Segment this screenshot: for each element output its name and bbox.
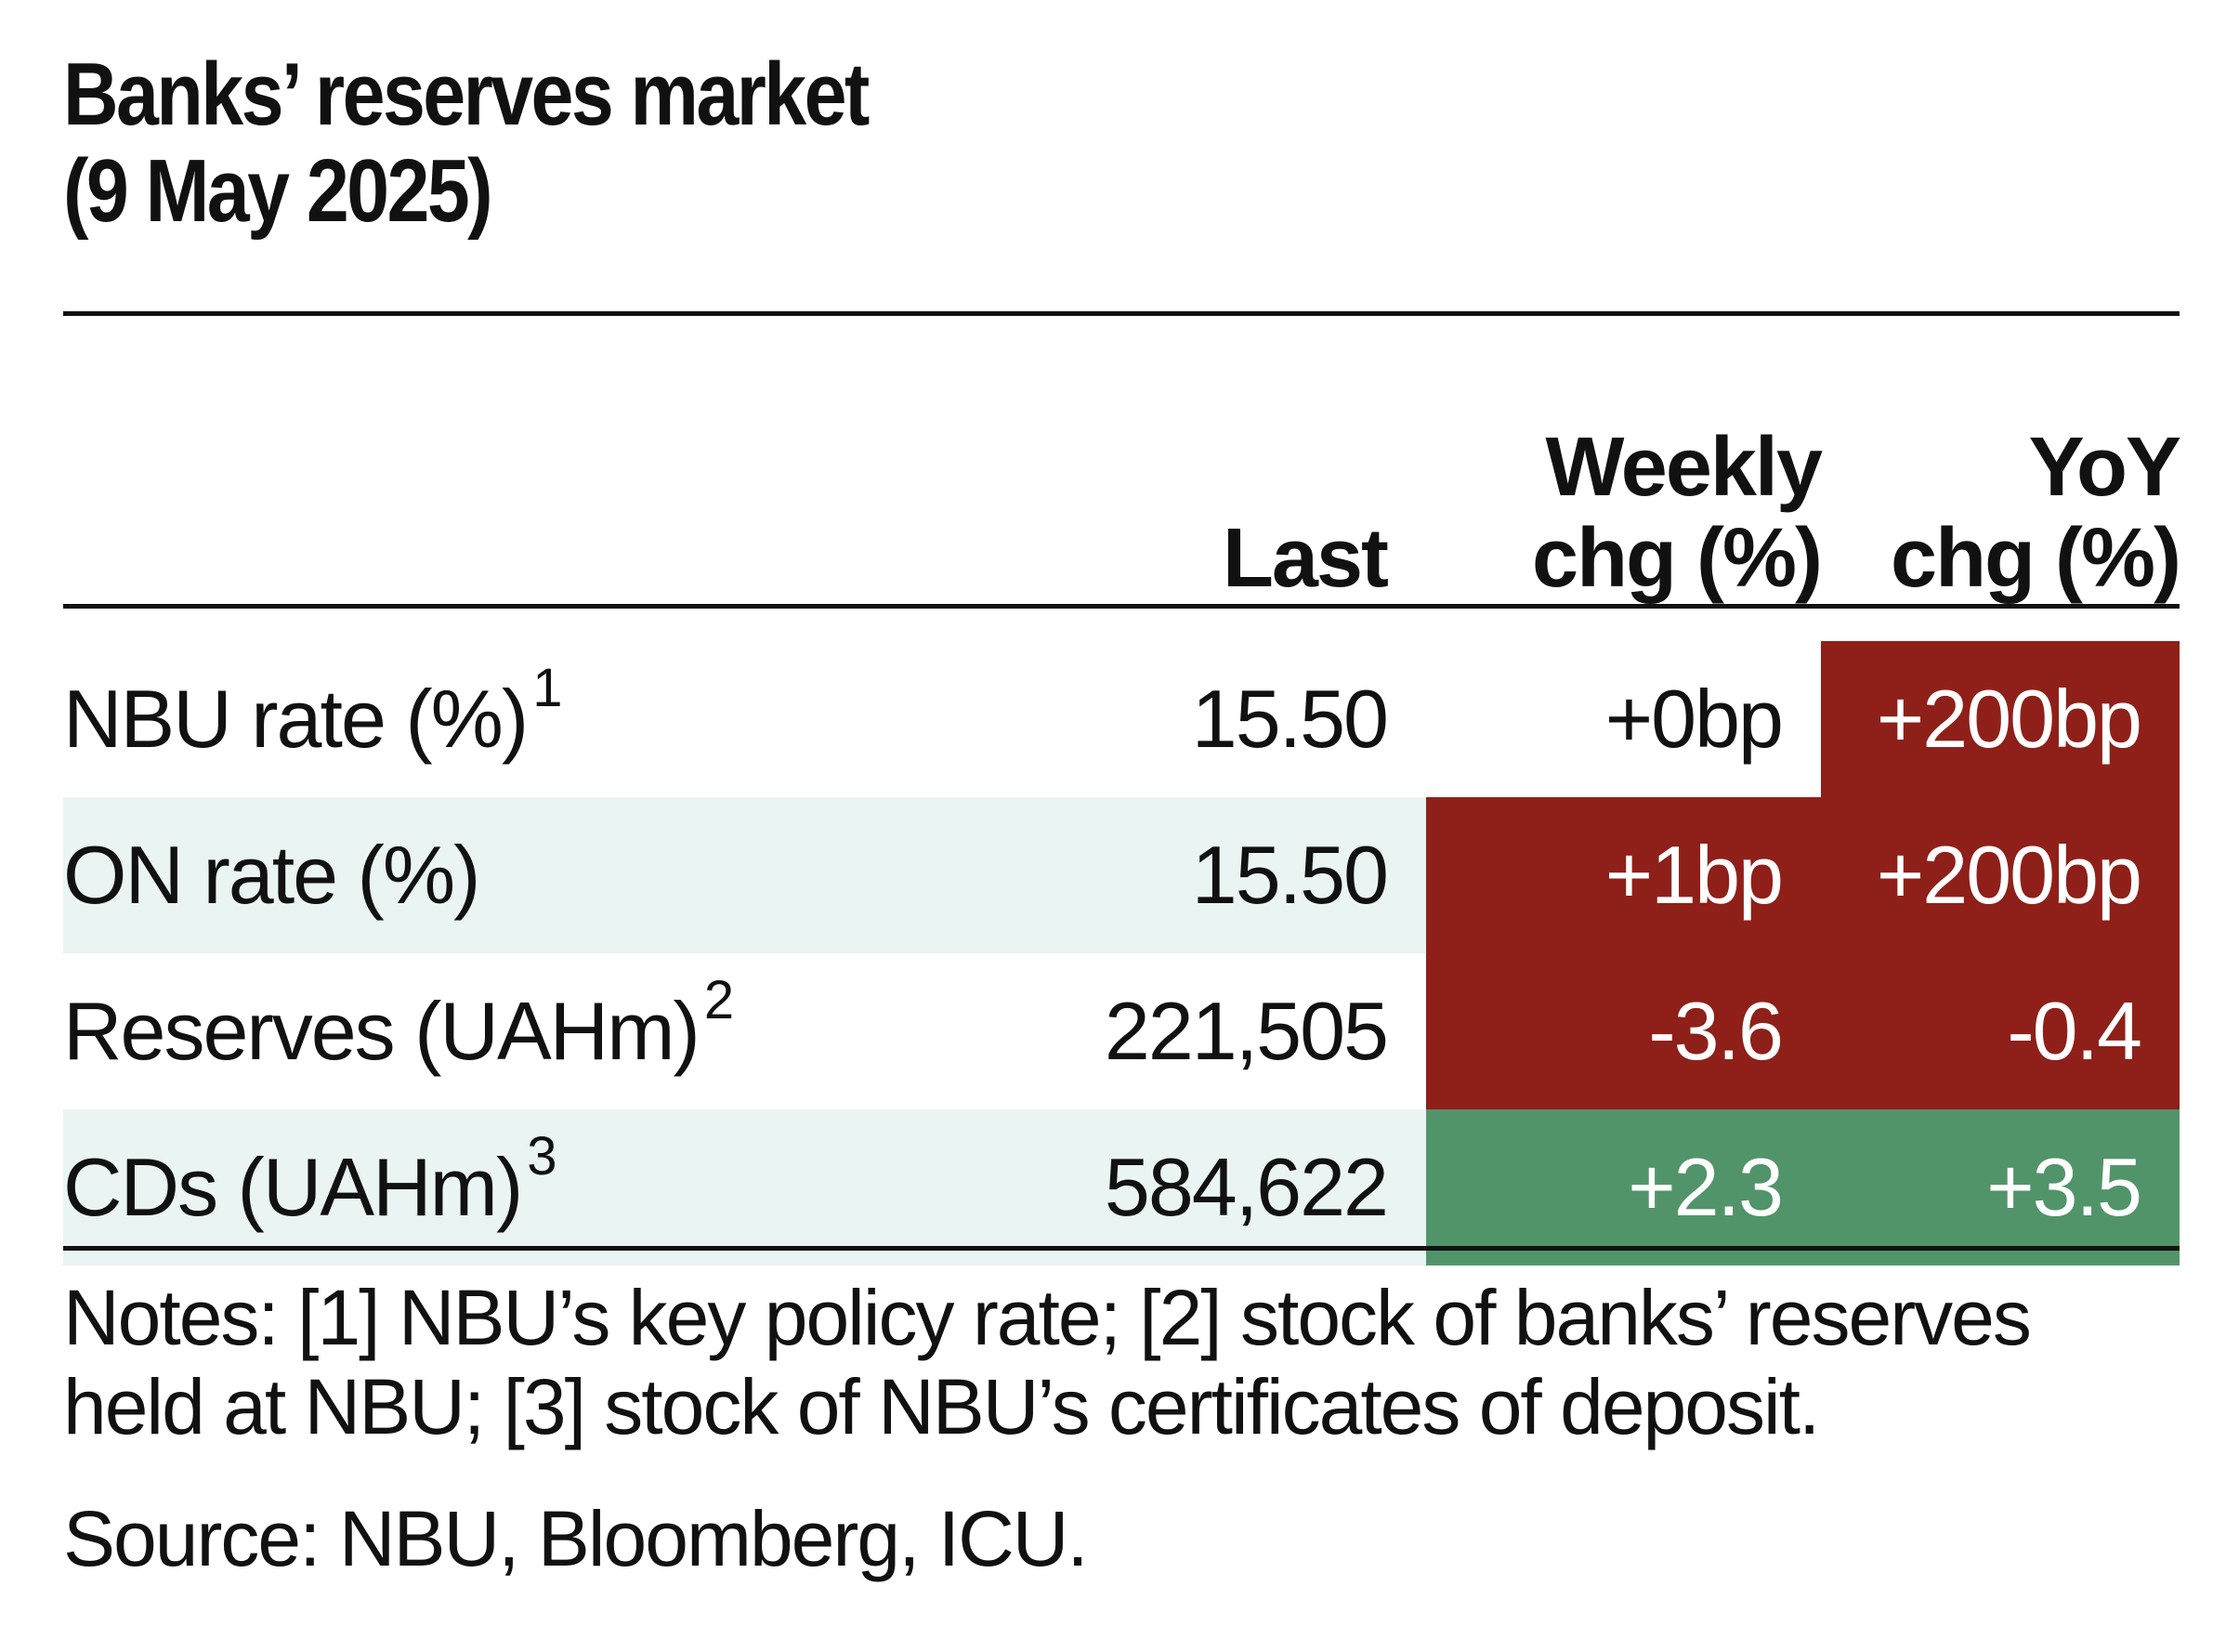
- header-weekly-change: Weekly chg (%): [1532, 421, 1823, 605]
- row-label-text: CDs (UAHm): [63, 1141, 523, 1233]
- title-line-1: Banks’ reserves market: [63, 45, 870, 144]
- yoy-change-value: +200bp: [1821, 641, 2180, 797]
- header-last: Last: [1222, 512, 1389, 605]
- yoy-change-value: +200bp: [1821, 797, 2180, 953]
- weekly-change-value: +2.3: [1426, 1109, 1821, 1265]
- header-label: [63, 316, 1029, 641]
- weekly-change-value: +1bp: [1426, 797, 1821, 953]
- yoy-change-value: +3.5: [1821, 1109, 2180, 1265]
- page-title: Banks’ reserves market (9 May 2025): [63, 46, 1883, 240]
- header-yoy-change: YoY chg (%): [1891, 421, 2181, 605]
- last-value: 15.50: [1029, 797, 1426, 953]
- title-date: (9 May 2025): [63, 141, 493, 241]
- footnote-marker: 1: [532, 657, 562, 718]
- last-value: 221,505: [1104, 985, 1389, 1077]
- bottom-divider: [63, 1246, 2180, 1251]
- table-row-on-rate: ON rate (%) 15.50 +1bp +200bp: [63, 797, 2180, 953]
- yoy-change-value: -0.4: [1821, 953, 2180, 1109]
- row-label: NBU rate (%) 1: [63, 641, 1029, 797]
- row-label-text: Reserves (UAHm): [63, 985, 701, 1077]
- last-value: 15.50: [1191, 673, 1389, 765]
- top-divider: [63, 311, 2180, 316]
- row-label-text: NBU rate (%): [63, 673, 529, 765]
- row-label: ON rate (%): [63, 797, 1029, 953]
- footnote-marker: 3: [527, 1125, 556, 1187]
- last-value: 584,622: [1029, 1109, 1426, 1265]
- row-label: Reserves (UAHm) 2: [63, 953, 1029, 1109]
- row-label-text: ON rate (%): [63, 829, 480, 921]
- table-header-row: Last Weekly chg (%) YoY chg (%): [63, 316, 2181, 641]
- weekly-change-value: +0bp: [1604, 673, 1784, 765]
- footnotes: Notes: [1] NBU’s key policy rate; [2] st…: [63, 1274, 2032, 1450]
- source-line: Source: NBU, Bloomberg, ICU.: [63, 1495, 1089, 1582]
- reserves-table: Last Weekly chg (%) YoY chg (%) NBU rate…: [63, 316, 2181, 1265]
- table-row-reserves: Reserves (UAHm) 2 221,505 -3.6 -0.4: [63, 953, 2180, 1109]
- reserves-market-table-card: Banks’ reserves market (9 May 2025) Last…: [63, 46, 2181, 1582]
- row-label: CDs (UAHm) 3: [63, 1109, 1029, 1265]
- footnote-marker: 2: [703, 969, 734, 1030]
- table-row-cds: CDs (UAHm) 3 584,622 +2.3 +3.5: [63, 1109, 2180, 1265]
- header-divider: [63, 604, 2180, 609]
- table-row-nbu-rate: NBU rate (%) 1 15.50 +0bp +200bp: [63, 641, 2180, 797]
- weekly-change-value: -3.6: [1426, 953, 1821, 1109]
